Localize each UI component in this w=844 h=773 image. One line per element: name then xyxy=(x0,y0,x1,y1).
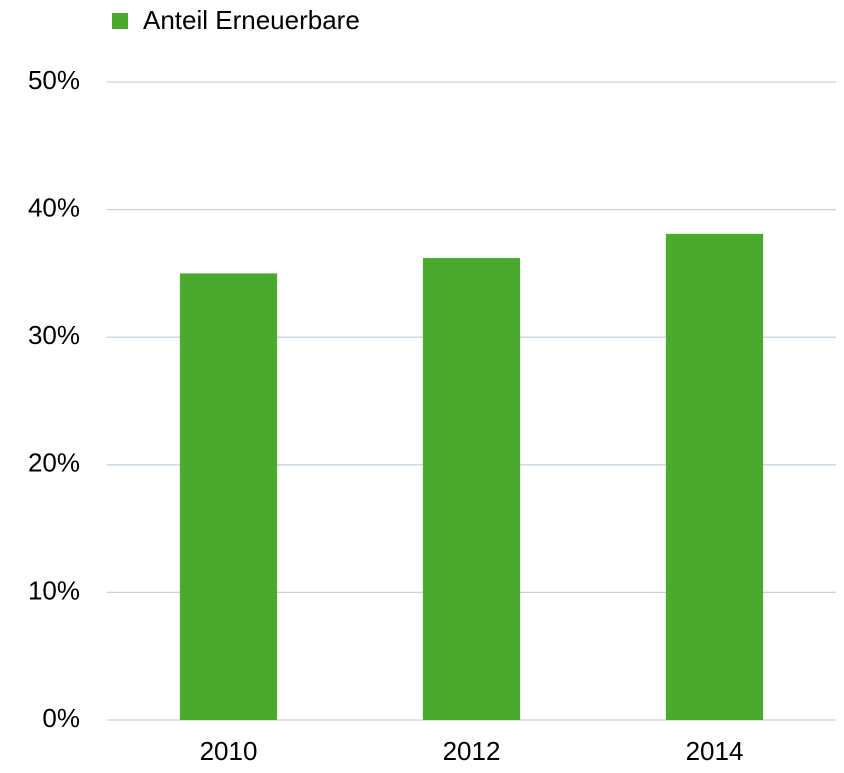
y-tick-label: 0% xyxy=(42,703,80,733)
y-tick-label: 30% xyxy=(28,320,80,350)
legend-label: Anteil Erneuerbare xyxy=(143,5,360,35)
y-tick-label: 40% xyxy=(28,192,80,222)
bar xyxy=(422,258,521,720)
x-tick-label: 2012 xyxy=(443,736,501,766)
x-tick-label: 2010 xyxy=(200,736,258,766)
bar xyxy=(665,233,764,720)
y-tick-label: 10% xyxy=(28,575,80,605)
bar xyxy=(179,273,278,720)
legend-swatch xyxy=(112,13,128,29)
y-tick-label: 50% xyxy=(28,65,80,95)
y-tick-label: 20% xyxy=(28,448,80,478)
x-tick-label: 2014 xyxy=(686,736,744,766)
